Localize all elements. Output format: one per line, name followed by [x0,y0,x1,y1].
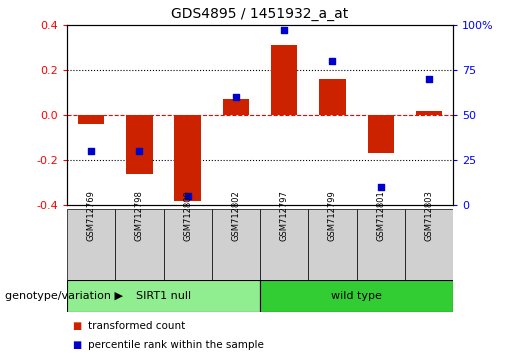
Text: GSM712798: GSM712798 [135,190,144,241]
Point [425,76,433,82]
Bar [67,280,260,312]
Text: genotype/variation ▶: genotype/variation ▶ [5,291,123,301]
Text: ■: ■ [72,321,81,331]
Point [87,148,95,154]
Point [376,184,385,190]
Bar [163,209,212,280]
Text: GSM712802: GSM712802 [231,190,241,241]
Bar [260,280,453,312]
Point [183,193,192,199]
Bar [271,45,298,115]
Text: ■: ■ [72,340,81,350]
Bar [175,115,201,201]
Point [232,94,240,100]
Text: GSM712797: GSM712797 [280,190,289,241]
Text: GSM712769: GSM712769 [87,190,96,241]
Bar [416,110,442,115]
Text: percentile rank within the sample: percentile rank within the sample [88,340,264,350]
Text: GSM712799: GSM712799 [328,190,337,241]
Bar [222,99,249,115]
Point [329,58,337,64]
Bar [405,209,453,280]
Point [280,27,288,33]
Bar [356,209,405,280]
Bar [260,209,308,280]
Bar [67,209,115,280]
Bar [126,115,152,174]
Bar [212,209,260,280]
Bar [78,115,105,124]
Text: GSM712801: GSM712801 [376,190,385,241]
Text: transformed count: transformed count [88,321,185,331]
Text: SIRT1 null: SIRT1 null [136,291,191,301]
Text: wild type: wild type [331,291,382,301]
Bar [319,79,346,115]
Point [135,148,144,154]
Text: GSM712800: GSM712800 [183,190,192,241]
Bar [115,209,163,280]
Title: GDS4895 / 1451932_a_at: GDS4895 / 1451932_a_at [171,7,349,21]
Bar [368,115,394,153]
Text: GSM712803: GSM712803 [424,190,434,241]
Bar [308,209,356,280]
